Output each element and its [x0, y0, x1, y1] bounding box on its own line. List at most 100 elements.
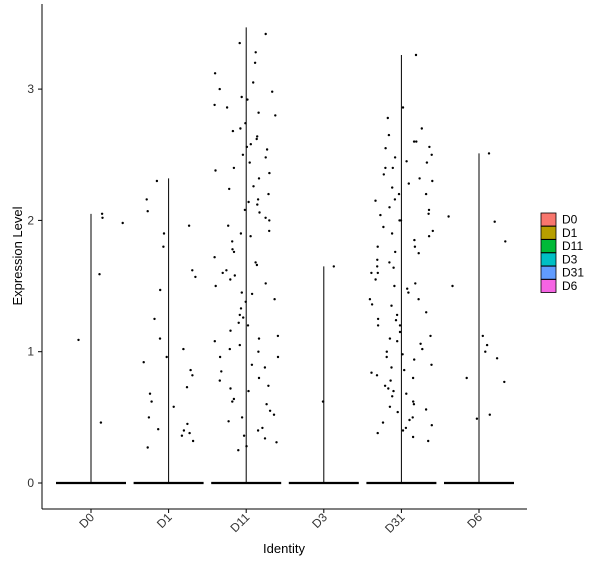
- legend-label-d6: D6: [562, 279, 578, 293]
- data-point: [401, 429, 405, 432]
- data-point: [430, 363, 433, 366]
- data-point: [225, 106, 229, 109]
- data-point: [237, 449, 240, 452]
- data-point: [213, 340, 216, 343]
- data-point: [407, 291, 410, 294]
- data-point: [244, 122, 247, 125]
- data-point: [255, 137, 258, 141]
- data-point: [397, 192, 401, 196]
- data-point: [419, 342, 422, 345]
- data-point: [188, 431, 191, 435]
- data-point: [268, 219, 271, 222]
- y-tick-label: 3: [27, 82, 34, 96]
- data-point: [379, 213, 382, 217]
- data-point: [258, 211, 261, 214]
- data-point: [395, 313, 399, 317]
- data-point: [493, 220, 496, 223]
- data-point: [265, 403, 268, 406]
- data-point: [246, 324, 250, 327]
- data-point: [418, 177, 421, 180]
- violin-d1: [133, 178, 204, 485]
- data-point: [218, 379, 221, 382]
- data-point: [100, 212, 104, 215]
- data-point: [386, 116, 389, 120]
- violin-d3: [288, 265, 359, 485]
- data-point: [405, 160, 408, 163]
- data-point: [213, 256, 216, 259]
- data-point: [254, 51, 257, 54]
- data-point: [257, 111, 260, 114]
- data-point: [252, 81, 255, 84]
- data-point: [232, 166, 236, 170]
- data-point: [242, 316, 245, 319]
- data-point: [253, 61, 257, 64]
- data-point: [233, 274, 236, 277]
- data-point: [272, 413, 276, 416]
- data-point: [172, 405, 175, 408]
- data-point: [429, 334, 432, 338]
- data-point: [376, 258, 379, 261]
- data-point: [162, 232, 166, 235]
- data-point: [413, 358, 416, 361]
- data-point: [408, 418, 411, 422]
- data-point: [427, 208, 431, 212]
- data-point: [274, 114, 277, 117]
- legend-label-d11: D11: [562, 239, 583, 253]
- data-point: [276, 334, 280, 338]
- data-point: [150, 400, 153, 403]
- data-point: [256, 198, 260, 201]
- data-point: [77, 338, 80, 342]
- data-point: [264, 282, 267, 285]
- data-point: [451, 284, 454, 288]
- data-point: [424, 192, 428, 196]
- data-point: [385, 355, 388, 359]
- data-point: [424, 408, 428, 411]
- data-point: [420, 127, 423, 130]
- data-point: [405, 392, 408, 395]
- data-point: [265, 148, 269, 151]
- data-point: [147, 416, 151, 419]
- data-point: [185, 386, 189, 389]
- data-point: [182, 429, 186, 432]
- data-point: [214, 284, 217, 288]
- data-point: [267, 384, 270, 387]
- data-point: [401, 106, 405, 109]
- x-tick-label: D31: [382, 510, 408, 536]
- data-point: [250, 363, 254, 366]
- plot-area: [56, 27, 514, 485]
- data-point: [403, 368, 406, 372]
- data-point: [228, 187, 231, 191]
- data-point: [225, 269, 228, 272]
- data-point: [427, 235, 431, 238]
- data-point: [484, 350, 487, 353]
- y-tick-label: 2: [27, 213, 34, 227]
- data-point: [388, 206, 391, 209]
- data-point: [396, 410, 399, 414]
- data-point: [247, 200, 250, 204]
- data-point: [246, 98, 249, 101]
- data-point: [245, 145, 249, 149]
- data-point: [191, 269, 194, 272]
- data-point: [244, 300, 247, 303]
- data-point: [385, 350, 388, 353]
- data-point: [393, 156, 397, 159]
- data-point: [142, 361, 145, 364]
- data-point: [231, 240, 234, 243]
- data-point: [375, 374, 379, 377]
- data-point: [229, 278, 232, 281]
- data-point: [145, 198, 148, 201]
- data-point: [276, 355, 280, 359]
- data-point: [240, 416, 244, 419]
- data-point: [267, 192, 270, 196]
- data-point: [186, 422, 189, 426]
- data-point: [447, 215, 450, 218]
- data-point: [389, 379, 392, 382]
- data-point: [239, 307, 243, 310]
- data-point: [370, 303, 374, 306]
- data-point: [275, 441, 278, 444]
- data-point: [415, 140, 418, 143]
- y-axis-ticks: 0 1 2 3: [27, 82, 42, 490]
- violin-d11: [211, 27, 282, 485]
- data-point: [388, 337, 392, 340]
